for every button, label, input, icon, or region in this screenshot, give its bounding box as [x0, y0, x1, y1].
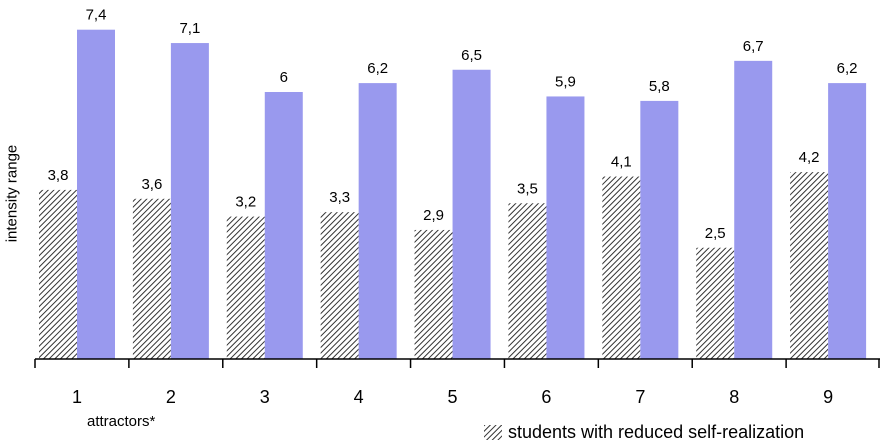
x-axis-label: attractors* [87, 413, 156, 430]
data-label: 7,1 [179, 20, 200, 37]
bar-solid-8 [734, 60, 773, 359]
data-label: 3,5 [517, 180, 538, 197]
bar-solid-6 [546, 96, 585, 359]
x-tick-label: 8 [729, 387, 739, 407]
data-label: 6,2 [837, 60, 858, 77]
bar-hatched-6 [508, 203, 547, 359]
x-tick-label: 5 [448, 387, 458, 407]
bar-hatched-1 [39, 189, 77, 359]
x-tick-label: 1 [72, 387, 82, 407]
bar-hatched-2 [132, 198, 171, 359]
bar-solid-1 [77, 29, 115, 359]
x-tick-label: 7 [635, 387, 645, 407]
bar-hatched-5 [414, 229, 453, 359]
data-label: 2,9 [423, 207, 444, 224]
bar-hatched-9 [790, 172, 829, 359]
bar-hatched-8 [696, 247, 735, 359]
data-label: 6 [280, 69, 288, 86]
bar-hatched-7 [602, 176, 641, 359]
bar-solid-3 [264, 92, 303, 359]
x-tick-label: 3 [260, 387, 270, 407]
x-tick-label: 6 [541, 387, 551, 407]
x-tick-label: 9 [823, 387, 833, 407]
bar-solid-9 [828, 83, 867, 359]
data-label: 7,4 [86, 7, 107, 24]
bar-solid-2 [170, 43, 209, 360]
bar-solid-5 [452, 69, 491, 359]
y-axis-label: intensity range [3, 144, 21, 243]
data-label: 5,9 [555, 73, 576, 90]
data-label: 3,3 [329, 189, 350, 206]
bar-solid-4 [358, 83, 397, 359]
x-tick-label: 2 [166, 387, 176, 407]
data-label: 6,7 [743, 38, 764, 55]
legend-swatch-hatched [484, 424, 502, 440]
data-label: 3,8 [48, 167, 69, 184]
data-label: 2,5 [705, 225, 726, 242]
data-label: 6,2 [367, 60, 388, 77]
data-label: 3,6 [141, 176, 162, 193]
legend: students with reduced self-realization [484, 421, 804, 443]
data-label: 4,1 [611, 154, 632, 171]
data-label: 4,2 [799, 149, 820, 166]
data-label: 6,5 [461, 47, 482, 64]
bar-hatched-4 [320, 212, 359, 359]
bar-solid-7 [640, 100, 679, 360]
bar-hatched-3 [226, 216, 265, 359]
data-label: 3,2 [235, 194, 256, 211]
legend-label: students with reduced self-realization [508, 421, 805, 442]
x-tick-label: 4 [354, 387, 364, 407]
data-label: 5,8 [649, 78, 670, 95]
x-axis [34, 358, 880, 368]
